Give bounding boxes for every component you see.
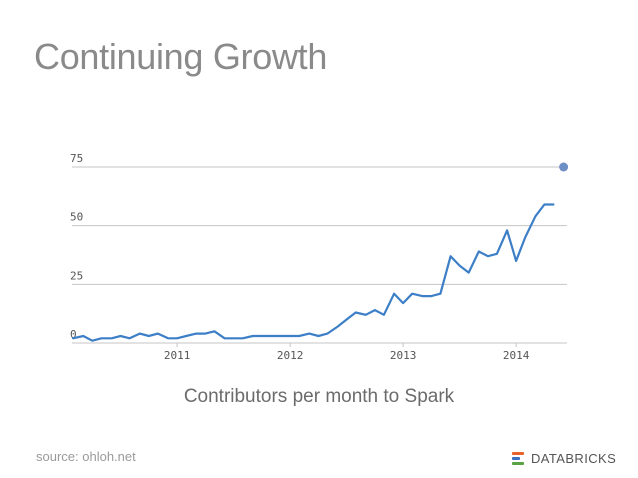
y-tick-label: 75 (70, 152, 83, 165)
marker-point (559, 162, 569, 172)
brand: DATABRICKS (512, 449, 616, 467)
slide-title: Continuing Growth (34, 36, 328, 77)
x-tick-label: 2012 (277, 349, 304, 362)
series-layer (71, 203, 555, 342)
x-tick-label: 2013 (390, 349, 417, 362)
marker-layer (559, 162, 569, 172)
series-line (71, 203, 555, 342)
source-note: source: ohloh.net (36, 449, 136, 464)
y-tick-label: 25 (70, 269, 83, 282)
grid-lines (72, 166, 567, 347)
x-tick-label: 2014 (503, 349, 530, 362)
databricks-logo-icon (512, 451, 526, 465)
tick-labels: 0 25 50 75 2011 2012 2013 2014 (70, 152, 530, 362)
x-tick-label: 2011 (164, 349, 191, 362)
brand-name: DATABRICKS (531, 450, 617, 466)
chart-caption: Contributors per month to Spark (183, 386, 455, 407)
y-tick-label: 50 (70, 211, 83, 224)
y-tick-label: 0 (70, 328, 77, 341)
